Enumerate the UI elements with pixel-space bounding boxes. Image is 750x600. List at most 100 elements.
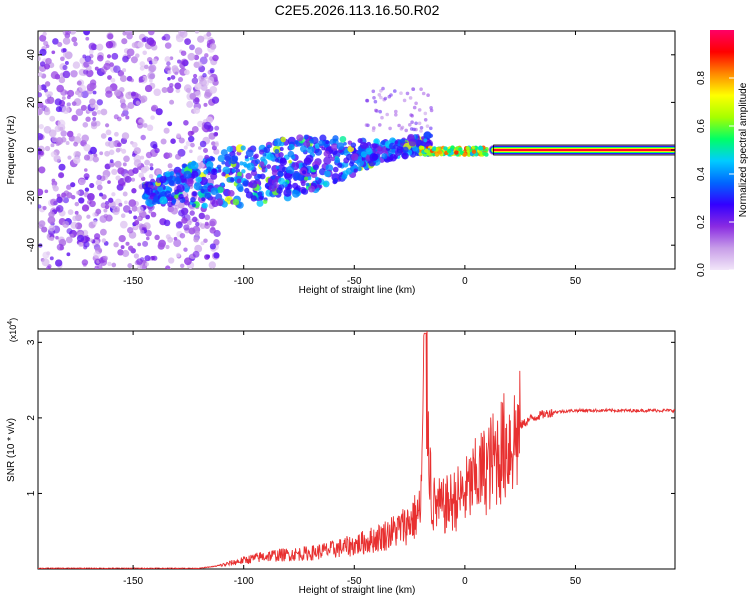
spectrogram-cell-846 [122, 249, 130, 258]
top-x-axis-label: Height of straight line (km) [299, 285, 416, 296]
top-y-tick-label--20: -20 [26, 190, 37, 205]
spectrogram-cell-143 [137, 242, 142, 247]
spectrogram-cell-684 [212, 54, 219, 62]
spectrogram-cell-194 [73, 41, 78, 47]
bottom-x-tick-label--50: -50 [347, 576, 362, 587]
spectrogram-cell-461 [130, 78, 134, 83]
spectrogram-cell-347 [140, 167, 146, 173]
spectrogram-cell-538 [147, 71, 156, 80]
spectrogram-cell-827 [139, 61, 146, 67]
spectrogram-cell-663 [170, 75, 176, 80]
spectrogram-cell-1108 [315, 149, 319, 153]
spectrogram-cell-55 [140, 134, 146, 141]
spectrogram-cell-1311 [192, 191, 197, 197]
spectrogram-cell-631 [110, 162, 115, 167]
spectrogram-cell-1486 [221, 171, 226, 177]
spectrogram-cell-387 [68, 135, 76, 142]
spectrogram-cell-606 [175, 221, 183, 229]
spectrogram-cell-559 [120, 245, 125, 250]
top-x-axis-ticks: -150 -100 -50 0 50 [123, 31, 581, 287]
spectrogram-cell-683 [43, 125, 52, 134]
spectrogram-cell-1477 [268, 184, 277, 192]
spectrogram-cell-685 [48, 224, 56, 232]
spectrogram-cell-717 [196, 61, 203, 68]
colorbar-tick-label-0: 0.0 [696, 263, 707, 277]
spectrogram-cell-247 [67, 155, 72, 160]
spectrogram-cell-265 [69, 31, 77, 35]
spectrogram-cell-311 [65, 31, 71, 35]
spectrogram-cell-725 [70, 182, 76, 188]
spectrogram-cell-450 [190, 142, 195, 148]
spectrogram-cell-442 [50, 198, 58, 206]
spectrogram-cell-354 [181, 217, 188, 224]
spectrogram-cell-282 [160, 138, 167, 145]
spectrogram-cell-1517 [174, 189, 180, 195]
spectrogram-cell-1349 [145, 198, 153, 207]
spectrogram-cell-1602 [399, 138, 406, 144]
spectrogram-cell-131 [100, 108, 108, 116]
spectrogram-cell-1340 [200, 188, 205, 194]
spectrogram-cell-536 [135, 53, 140, 58]
spectrogram-cell-1538 [157, 186, 164, 193]
spectrogram-cell-1444 [337, 162, 343, 168]
bottom-y-axis-label: SNR (10 * v/v) [6, 418, 17, 482]
spectrogram-cell-445 [115, 175, 121, 181]
spectrogram-cell-640 [76, 80, 82, 86]
spectrogram-cell-1413 [319, 134, 327, 142]
spectrogram-cell-1608 [332, 135, 339, 142]
spectrogram-cell-100 [114, 160, 122, 168]
spectrogram-cell-1583 [271, 179, 278, 186]
spectrogram-cell-803 [44, 189, 49, 194]
spectrogram-cell-695 [132, 167, 139, 174]
spectrogram-cell-279 [173, 239, 182, 248]
spectrogram-cell-97 [38, 124, 44, 130]
spectrogram-cell-399 [99, 192, 103, 197]
spectrogram-cell-726 [70, 221, 78, 229]
spectrogram-cell-1399 [274, 148, 280, 154]
spectrogram-cell-1438 [236, 178, 242, 184]
spectrogram-cell-772 [89, 238, 94, 243]
spectrogram-cell-1827 [447, 148, 452, 154]
spectrogram-cell-1565 [333, 179, 338, 184]
spectrogram-cell-596 [55, 137, 64, 145]
spectrogram-cell-703 [202, 73, 207, 78]
spectrogram-cell-320 [207, 76, 215, 84]
spectrogram-cell-1542 [159, 196, 168, 205]
spectrogram-cell-714 [149, 166, 154, 171]
spectrogram-cell-132 [204, 214, 211, 221]
spectrogram-cell-501 [209, 86, 218, 94]
spectrogram-cell-1661 [411, 87, 415, 91]
spectrogram-cell-1625 [408, 96, 413, 100]
spectrogram-cell-531 [58, 163, 66, 171]
spectrogram-cell-408 [117, 167, 125, 175]
spectrogram-cell-628 [163, 219, 171, 227]
spectrogram-cell-691 [107, 136, 113, 142]
spectrogram-cell-751 [52, 185, 59, 192]
spectrogram-cell-45 [51, 50, 56, 55]
spectrogram-cell-810 [124, 31, 133, 36]
spectrogram-cell-591 [76, 234, 85, 243]
spectrogram-cell-829 [48, 211, 55, 218]
spectrogram-cell-605 [209, 218, 217, 227]
spectrogram-cell-1594 [277, 170, 284, 177]
spectrogram-cell-344 [164, 65, 171, 72]
spectrogram-cell-723 [179, 263, 185, 269]
spectrogram-cell-618 [143, 64, 149, 70]
spectrogram-cell-1505 [356, 158, 365, 167]
spectrogram-cell-1638 [381, 86, 385, 91]
spectrogram-cell-1620 [378, 109, 383, 114]
spectrogram-cell-659 [121, 38, 128, 45]
spectrogram-cell-1359 [184, 187, 190, 193]
spectrogram-cell-60 [189, 149, 193, 154]
spectrogram-cell-561 [131, 153, 136, 157]
spectrogram-cell-799 [110, 77, 116, 83]
spectrogram-cell-794 [38, 220, 46, 227]
spectrogram-cell-661 [74, 201, 80, 207]
spectrogram-cell-1469 [423, 131, 432, 140]
spectrogram-cell-1563 [276, 187, 283, 194]
spectrogram-cell-240 [42, 251, 50, 259]
spectrogram-cell-1634 [421, 91, 426, 96]
spectrogram-cell-1668 [385, 112, 390, 117]
spectrogram-cell-788 [66, 102, 71, 107]
